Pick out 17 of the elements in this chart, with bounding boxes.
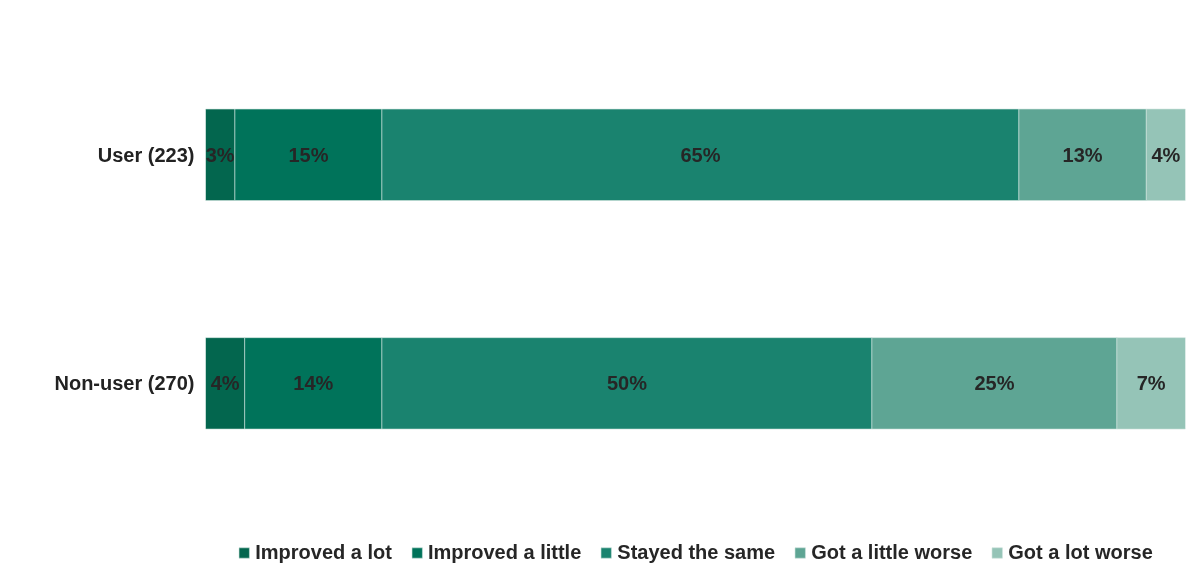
data-label: 25% [974,372,1015,395]
legend-label: Got a little worse [811,541,973,564]
data-label: 15% [288,143,329,166]
y-tick-label: User (223) [97,143,195,166]
legend-label: Improved a little [427,541,582,564]
data-label: 3% [205,143,235,166]
legend-label: Improved a lot [255,541,392,564]
y-tick-label: Non-user (270) [54,372,195,395]
data-label: 50% [606,372,648,395]
data-label: 4% [210,372,240,395]
data-label: 7% [1136,372,1166,395]
data-label: 13% [1062,143,1103,166]
legend-label: Stayed the same [617,541,776,564]
data-label: 14% [293,372,334,395]
legend-label: Got a lot worse [1008,541,1153,564]
data-label: 4% [1151,143,1181,166]
data-label: 65% [680,143,721,166]
